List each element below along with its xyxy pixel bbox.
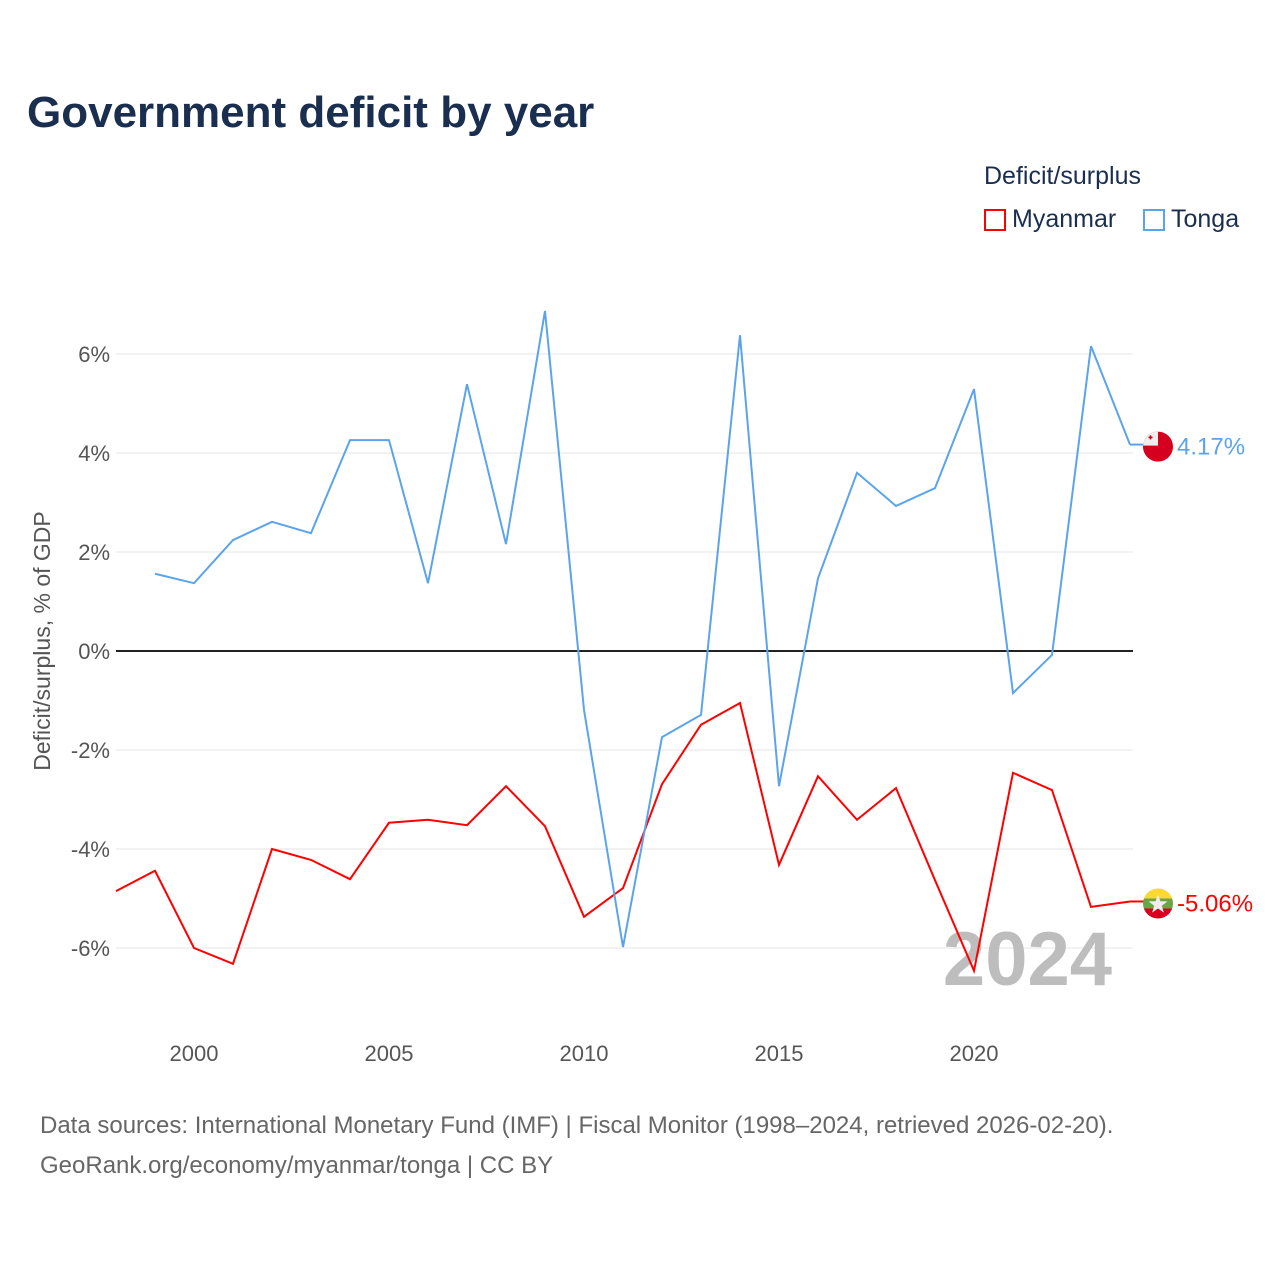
data-point: [1050, 653, 1054, 657]
x-tick-label: 2000: [170, 1041, 219, 1066]
data-point: [309, 858, 313, 862]
data-point: [1050, 788, 1054, 792]
data-point: [114, 889, 118, 893]
x-tick-label: 2020: [950, 1041, 999, 1066]
data-point: [270, 847, 274, 851]
data-point: [1089, 905, 1093, 909]
end-value-label: -5.06%: [1177, 890, 1253, 917]
legend-label: Myanmar: [1012, 205, 1117, 233]
data-point: [231, 962, 235, 966]
flag-body: [1143, 431, 1173, 462]
data-point: [426, 818, 430, 822]
data-point: [738, 333, 742, 337]
data-point: [816, 774, 820, 778]
legend-swatch-myanmar: [984, 208, 1006, 231]
data-point: [777, 863, 781, 867]
data-point: [387, 438, 391, 442]
flag-body: [1143, 888, 1173, 919]
data-point: [933, 486, 937, 490]
legend-label: Tonga: [1171, 205, 1240, 233]
y-tick-label: 4%: [78, 441, 110, 466]
data-point: [816, 576, 820, 580]
data-point: [192, 946, 196, 950]
flag-stripe: [1143, 908, 1173, 919]
end-value-label: 4.17%: [1177, 434, 1245, 461]
data-point: [972, 969, 976, 973]
data-point: [309, 531, 313, 535]
data-point: [660, 735, 664, 739]
series-line-tonga: [154, 310, 1131, 948]
data-point: [348, 438, 352, 442]
data-point: [621, 945, 625, 949]
data-point: [582, 915, 586, 919]
data-point: [387, 821, 391, 825]
data-point: [543, 309, 547, 313]
flag-stripe: [1143, 888, 1173, 899]
data-point: [465, 382, 469, 386]
x-tick-label: 2005: [365, 1041, 414, 1066]
data-point: [621, 886, 625, 890]
data-point: [504, 542, 508, 546]
data-point: [582, 708, 586, 712]
data-point: [699, 723, 703, 727]
x-tick-label: 2015: [755, 1041, 804, 1066]
y-tick-label: -2%: [71, 738, 110, 763]
data-point: [933, 878, 937, 882]
y-tick-label: -4%: [71, 837, 110, 862]
flag-cross: [1149, 435, 1152, 440]
legend-swatch-tonga: [1143, 208, 1165, 231]
x-tick-label: 2010: [560, 1041, 609, 1066]
data-point: [855, 818, 859, 822]
myanmar-flag-icon: [1143, 888, 1173, 919]
data-point: [231, 538, 235, 542]
flag-star: [1148, 894, 1168, 913]
data-point: [660, 782, 664, 786]
data-point: [192, 581, 196, 585]
source-link[interactable]: GeoRank.org/economy/myanmar/tonga | CC B…: [40, 1152, 554, 1179]
legend-title: Deficit/surplus: [984, 162, 1141, 190]
year-watermark: 2024: [943, 917, 1112, 1002]
data-point: [465, 823, 469, 827]
y-tick-label: 2%: [78, 540, 110, 565]
data-point: [777, 784, 781, 788]
data-point: [855, 471, 859, 475]
data-point: [894, 504, 898, 508]
data-point: [270, 520, 274, 524]
data-point: [738, 701, 742, 705]
data-point: [972, 387, 976, 391]
data-point: [543, 824, 547, 828]
y-tick-label: 6%: [78, 342, 110, 367]
data-point: [504, 784, 508, 788]
data-point: [1089, 344, 1093, 348]
data-point: [153, 572, 157, 576]
data-point: [699, 713, 703, 717]
data-point: [153, 869, 157, 873]
data-sources: Data sources: International Monetary Fun…: [40, 1112, 1114, 1139]
footer: Data sources: International Monetary Fun…: [40, 1106, 1113, 1186]
legend-item-tonga[interactable]: Tonga: [1143, 205, 1239, 234]
legend-item-myanmar[interactable]: Myanmar: [984, 205, 1116, 234]
series-line-myanmar: [115, 701, 1131, 975]
y-axis-label: Deficit/surplus, % of GDP: [29, 511, 55, 770]
data-point: [426, 581, 430, 585]
data-point: [894, 786, 898, 790]
y-tick-label: -6%: [71, 936, 110, 961]
data-point: [1011, 691, 1015, 695]
tonga-flag-icon: [1143, 431, 1173, 462]
chart-title: Government deficit by year: [27, 88, 595, 137]
data-point: [1011, 771, 1015, 775]
y-tick-label: 0%: [78, 639, 110, 664]
data-point: [348, 877, 352, 881]
